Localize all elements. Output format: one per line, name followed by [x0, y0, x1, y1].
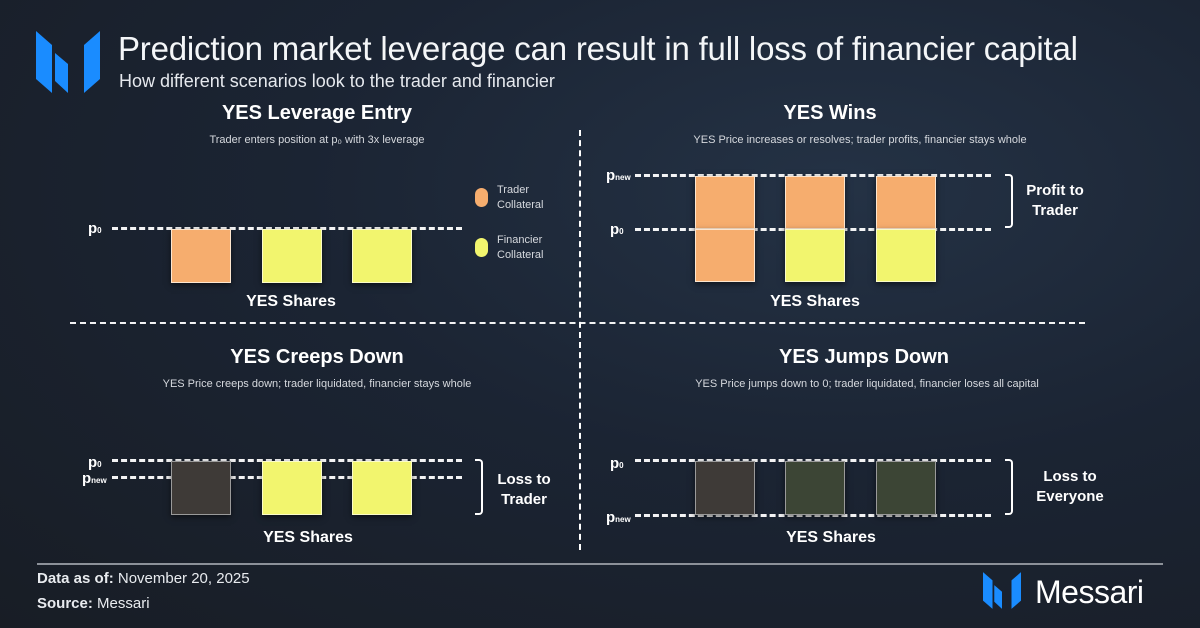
loss-to-everyone-label: Loss to Everyone [1036, 468, 1104, 505]
price-line-p0 [112, 227, 462, 230]
trader-profit-box [695, 176, 755, 229]
x-axis-label: YES Shares [770, 293, 860, 310]
panel-description: YES Price jumps down to 0; trader liquid… [695, 378, 1039, 390]
liquidated-trader-box [171, 461, 231, 515]
panel-title: YES Wins [783, 102, 877, 124]
x-axis-label: YES Shares [786, 529, 876, 546]
footer-divider [37, 563, 1163, 565]
panel-title: YES Leverage Entry [221, 102, 413, 124]
price-line-pnew [635, 514, 991, 517]
messari-brand-icon [983, 572, 1021, 609]
messari-logo-icon [36, 31, 100, 93]
financier-collateral-box [262, 461, 322, 515]
lost-financier-box [876, 461, 936, 515]
panel-description: YES Price increases or resolves; trader … [693, 134, 1027, 146]
price-label-p0: p0 [88, 220, 102, 237]
price-line-p0 [635, 459, 991, 462]
legend-trader-swatch [475, 188, 488, 207]
liquidated-trader-box [695, 461, 755, 515]
vertical-divider [579, 130, 581, 550]
price-label-p0: p0 [610, 221, 624, 238]
trader-profit-box [785, 176, 845, 229]
trader-collateral-box [695, 229, 755, 282]
price-line-p0 [112, 459, 462, 462]
panel-description: YES Price creeps down; trader liquidated… [162, 378, 472, 390]
x-axis-label: YES Shares [263, 529, 353, 546]
legend-trader-label: Trader Collateral [497, 184, 544, 211]
financier-collateral-box [352, 229, 412, 283]
panel-description: Trader enters position at p₀ with 3x lev… [209, 134, 425, 146]
page-title: Prediction market leverage can result in… [118, 30, 1078, 67]
financier-collateral-box [262, 229, 322, 283]
financier-collateral-box [352, 461, 412, 515]
financier-collateral-box [876, 229, 936, 282]
legend-financier-label: Financier Collateral [497, 234, 544, 261]
financier-collateral-box [785, 229, 845, 282]
price-label-p0: p0 [610, 455, 624, 472]
profit-bracket [1005, 174, 1013, 228]
price-label-pnew: pnew [606, 167, 631, 184]
loss-to-trader-label: Loss to Trader [497, 471, 551, 508]
data-as-of: Data as of: November 20, 2025 [37, 570, 250, 587]
trader-collateral-box [171, 229, 231, 283]
panel-title: YES Creeps Down [230, 346, 404, 368]
legend-financier-swatch [475, 238, 488, 257]
horizontal-divider [70, 322, 1085, 324]
panel-title: YES Jumps Down [778, 346, 950, 368]
price-line-pnew [635, 174, 991, 177]
x-axis-label: YES Shares [246, 293, 336, 310]
trader-profit-box [876, 176, 936, 229]
brand-name: Messari [1035, 574, 1144, 610]
loss-bracket [1005, 459, 1013, 515]
page-subtitle: How different scenarios look to the trad… [119, 71, 555, 91]
price-label-pnew: pnew [606, 509, 631, 526]
source: Source: Messari [37, 595, 150, 612]
loss-bracket [475, 459, 483, 515]
price-label-pnew: pnew [82, 470, 107, 487]
lost-financier-box [785, 461, 845, 515]
price-label-p0: p0 [88, 454, 102, 471]
profit-to-trader-label: Profit to Trader [1026, 182, 1084, 219]
